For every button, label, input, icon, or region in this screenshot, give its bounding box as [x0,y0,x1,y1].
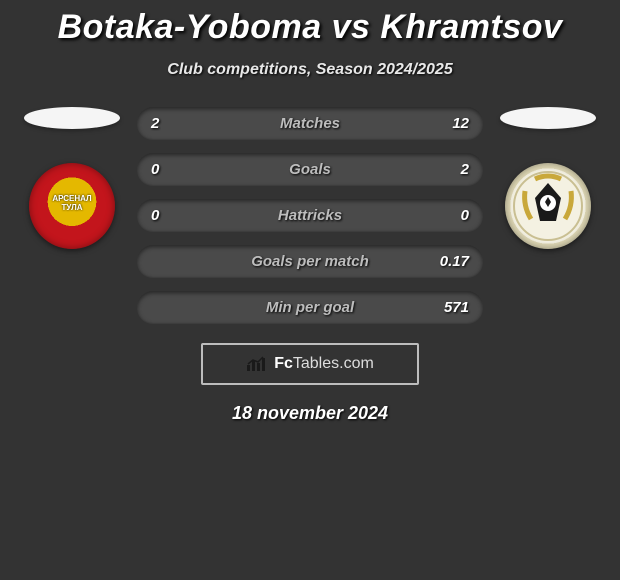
right-club-crest-icon [505,163,591,249]
stat-left-value: 0 [151,161,159,178]
stat-row-goals: 0 Goals 2 [137,153,483,185]
brand-tld: .com [339,355,374,372]
bar-chart-icon [246,355,268,373]
stat-label: Goals per match [137,253,483,270]
stat-row-min-per-goal: Min per goal 571 [137,291,483,323]
stat-label: Min per goal [137,299,483,316]
left-crest-label: АРСЕНАЛ ТУЛА [52,195,91,213]
comparison-card: Botaka-Yoboma vs Khramtsov Club competit… [0,0,620,424]
stat-row-hattricks: 0 Hattricks 0 [137,199,483,231]
stat-row-goals-per-match: Goals per match 0.17 [137,245,483,277]
left-side: АРСЕНАЛ ТУЛА [17,107,127,249]
right-side [493,107,603,249]
stat-left-value: 2 [151,115,159,132]
stat-right-value: 571 [444,299,469,316]
stat-row-matches: 2 Matches 12 [137,107,483,139]
brand-suffix: Tables [293,355,339,372]
stat-right-value: 2 [461,161,469,178]
brand-text: FcTables.com [274,355,374,373]
stat-right-value: 0 [461,207,469,224]
stat-label: Goals [137,161,483,178]
crest-text-2: ТУЛА [52,204,91,213]
page-title: Botaka-Yoboma vs Khramtsov [0,8,620,47]
subtitle: Club competitions, Season 2024/2025 [0,61,620,79]
stat-right-value: 0.17 [440,253,469,270]
stat-left-value: 0 [151,207,159,224]
brand-prefix: Fc [274,355,293,372]
left-club-crest-icon: АРСЕНАЛ ТУЛА [29,163,115,249]
stats-column: 2 Matches 12 0 Goals 2 0 Hattricks 0 Goa… [137,107,483,323]
right-flag-icon [500,107,596,129]
date-label: 18 november 2024 [0,403,620,424]
stat-right-value: 12 [452,115,469,132]
stat-label: Hattricks [137,207,483,224]
stat-label: Matches [137,115,483,132]
main-row: АРСЕНАЛ ТУЛА 2 Matches 12 0 Goals 2 0 Ha… [0,107,620,323]
left-flag-icon [24,107,120,129]
brand-badge[interactable]: FcTables.com [201,343,419,385]
